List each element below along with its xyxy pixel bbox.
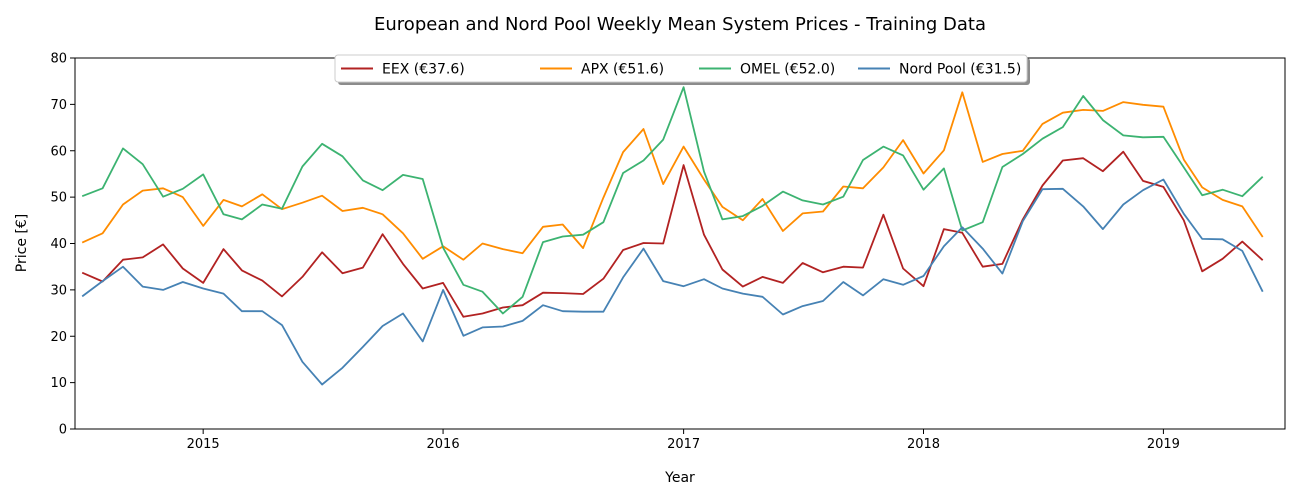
x-tick-label: 2017: [667, 437, 700, 452]
legend: EEX (€37.6) APX (€51.6) OMEL (€52.0) Nord P…: [334, 54, 1030, 85]
y-tick-label: 30: [50, 283, 67, 298]
x-tick-label: 2019: [1147, 437, 1180, 452]
chart-title: European and Nord Pool Weekly Mean Syste…: [374, 14, 986, 35]
series-layer: [81, 86, 1264, 386]
x-tick-label: 2016: [427, 437, 460, 452]
y-tick-label: 10: [50, 376, 67, 391]
series-line-2: [81, 86, 1264, 315]
legend-label-2: OMEL (€52.0): [740, 62, 835, 78]
y-tick-label: 70: [50, 98, 67, 113]
y-tick-label: 40: [50, 237, 67, 252]
y-axis-label: Price [€]: [14, 214, 30, 272]
x-axis: 2015 2016 2017 2018 2019: [187, 429, 1180, 452]
plot-area: [74, 57, 1286, 430]
y-tick-label: 20: [50, 330, 67, 345]
legend-box: [334, 54, 1028, 83]
y-tick-label: 80: [50, 52, 67, 67]
legend-label-3: Nord Pool (€31.5): [899, 62, 1021, 78]
y-tick-label: 0: [59, 423, 67, 438]
y-tick-label: 50: [50, 191, 67, 206]
series-line-3: [81, 178, 1264, 386]
x-tick-label: 2018: [907, 437, 940, 452]
x-axis-label: Year: [664, 470, 695, 486]
legend-label-1: APX (€51.6): [581, 62, 664, 78]
y-axis: 0 10 20 30 40 50 60 70 80: [50, 52, 75, 438]
series-line-0: [81, 150, 1264, 318]
legend-label-0: EEX (€37.6): [382, 62, 465, 78]
x-tick-label: 2015: [187, 437, 220, 452]
y-tick-label: 60: [50, 144, 67, 159]
series-line-1: [81, 91, 1264, 261]
